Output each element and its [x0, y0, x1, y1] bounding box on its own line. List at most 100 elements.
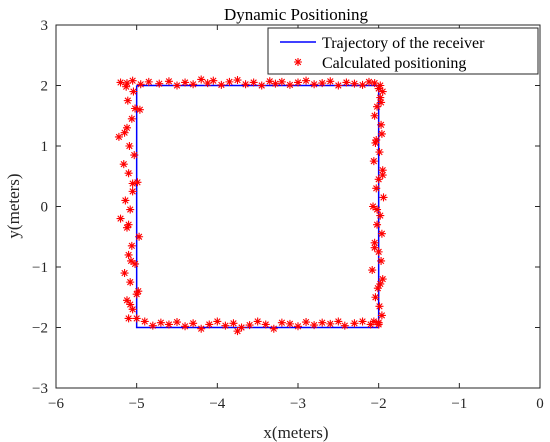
- positioning-point: [277, 318, 286, 327]
- positioning-point: [116, 78, 125, 87]
- legend-positioning-label: Calculated positioning: [322, 55, 466, 72]
- positioning-point: [181, 78, 190, 87]
- positioning-point: [334, 81, 343, 90]
- positioning-point: [140, 317, 149, 326]
- positioning-point: [124, 314, 133, 323]
- positioning-point: [340, 321, 349, 330]
- positioning-point: [122, 123, 131, 132]
- y-axis-label: y(meters): [4, 173, 23, 238]
- positioning-point: [127, 114, 136, 123]
- positioning-point: [123, 96, 132, 105]
- positioning-point: [378, 275, 387, 284]
- positioning-point: [271, 79, 280, 88]
- legend-trajectory-label: Trajectory of the receiver: [322, 35, 485, 52]
- positioning-point: [197, 324, 206, 333]
- y-tick-label: −1: [32, 260, 48, 276]
- positioning-point: [203, 79, 212, 88]
- positioning-point: [128, 187, 137, 196]
- trajectory-line: [135, 84, 380, 329]
- positioning-point: [378, 171, 387, 180]
- positioning-point: [373, 102, 382, 111]
- positioning-point: [131, 104, 140, 113]
- positioning-point: [135, 232, 144, 241]
- positioning-point: [374, 247, 383, 256]
- positioning-point: [129, 87, 138, 96]
- legend: Trajectory of the receiver Calculated po…: [267, 27, 539, 75]
- positioning-point: [374, 84, 383, 93]
- positioning-point: [294, 322, 302, 331]
- y-tick-label: 1: [41, 139, 49, 155]
- positioning-point: [126, 278, 135, 287]
- positioning-point: [285, 80, 294, 89]
- positioning-point: [128, 76, 137, 85]
- positioning-point: [342, 78, 351, 87]
- positioning-point: [377, 98, 386, 107]
- positioning-point: [114, 132, 123, 141]
- positioning-point: [285, 319, 294, 328]
- positioning-point: [122, 223, 131, 232]
- positioning-point: [377, 311, 386, 320]
- positioning-point: [318, 79, 327, 88]
- positioning-point: [136, 80, 145, 89]
- x-tick-label: −4: [209, 396, 225, 412]
- positioning-point: [372, 184, 381, 193]
- positioning-point: [373, 284, 382, 293]
- positioning-point: [221, 321, 230, 330]
- positioning-point: [132, 314, 141, 323]
- positioning-point: [379, 193, 388, 202]
- positioning-point: [124, 169, 133, 178]
- x-tick-label: −5: [129, 396, 145, 412]
- positioning-point: [119, 160, 128, 169]
- positioning-point: [132, 290, 141, 299]
- positioning-point: [249, 78, 258, 87]
- positioning-point: [209, 76, 218, 85]
- positioning-point: [126, 300, 135, 309]
- positioning-point: [375, 148, 384, 157]
- positioning-point: [233, 327, 242, 336]
- positioning-point: [371, 293, 380, 302]
- positioning-point: [371, 138, 380, 147]
- positioning-point: [181, 322, 190, 331]
- positioning-point: [130, 151, 139, 160]
- positioning-point: [302, 318, 311, 327]
- positioning-point: [225, 77, 234, 86]
- positioning-point: [265, 77, 274, 86]
- positioning-point: [373, 220, 382, 229]
- positioning-point: [375, 302, 384, 311]
- positioning-point: [358, 317, 367, 326]
- positioning-point: [189, 319, 198, 328]
- positioning-point: [148, 321, 157, 330]
- positioning-point: [350, 319, 359, 328]
- positioning-point: [294, 78, 302, 87]
- y-tick-label: −3: [32, 381, 48, 397]
- legend-positioning-marker-sample: [294, 58, 302, 66]
- positioning-point: [134, 287, 143, 296]
- positioning-point: [376, 211, 385, 220]
- x-tick-label: 0: [536, 396, 544, 412]
- positioning-point: [302, 76, 311, 85]
- positioning-point: [257, 81, 266, 90]
- x-tick-label: −2: [371, 396, 387, 412]
- positioning-point: [124, 250, 133, 259]
- positioning-point: [377, 129, 386, 138]
- positioning-point: [131, 259, 140, 268]
- positioning-point: [277, 77, 286, 86]
- positioning-point: [213, 317, 222, 326]
- positioning-point: [122, 79, 131, 88]
- positioning-point: [377, 256, 386, 265]
- legend-box: [267, 27, 539, 75]
- plot-area: [114, 75, 388, 336]
- positioning-point: [155, 79, 164, 88]
- positioning-point: [370, 79, 379, 88]
- positioning-point: [122, 296, 131, 305]
- positioning-point: [366, 320, 375, 329]
- positioning-point: [144, 77, 153, 86]
- positioning-point: [326, 319, 335, 328]
- positioning-point: [369, 157, 378, 166]
- positioning-point: [197, 75, 206, 84]
- legend-asterisk: [294, 58, 302, 66]
- positioning-point: [156, 318, 165, 327]
- positioning-point: [378, 87, 387, 96]
- positioning-point: [164, 77, 173, 86]
